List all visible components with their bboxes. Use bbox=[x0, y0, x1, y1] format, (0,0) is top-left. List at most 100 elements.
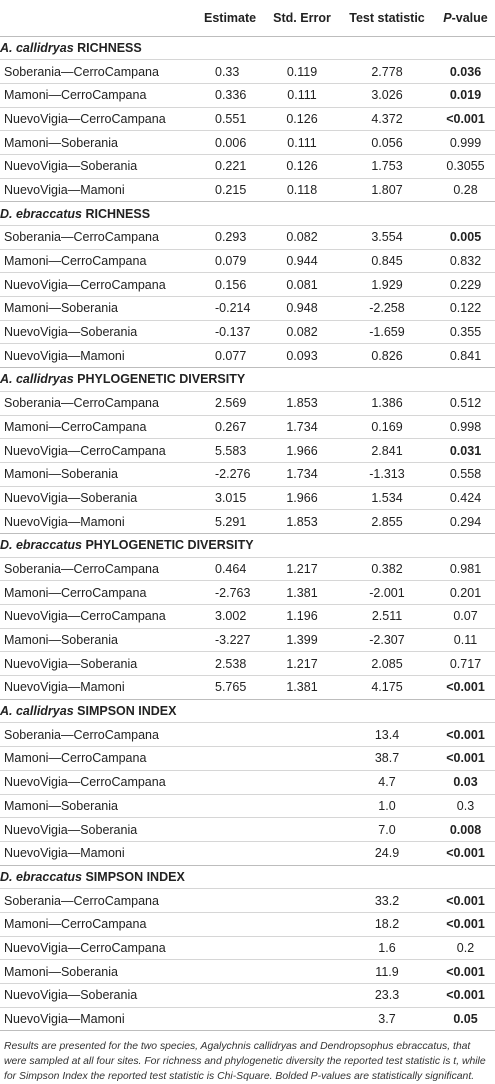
comparison-cell: NuevoVigia—Soberania bbox=[0, 153, 204, 179]
comparison-cell: Soberania—CerroCampana bbox=[0, 556, 204, 581]
test-statistic-cell: -2.001 bbox=[342, 580, 432, 605]
comparison-cell: NuevoVigia—Mamoni bbox=[0, 1006, 204, 1031]
comparison-cell: Soberania—CerroCampana bbox=[0, 390, 204, 415]
p-value-header-italic: P bbox=[443, 10, 452, 25]
comparison-cell: Soberania—CerroCampana bbox=[0, 722, 204, 747]
table-row: NuevoVigia—CerroCampana 0.551 0.126 4.372 <0… bbox=[0, 106, 495, 131]
estimate-cell bbox=[204, 746, 262, 771]
comparison-cell: Mamoni—CerroCampana bbox=[0, 911, 204, 937]
table-row: Mamoni—Soberania -3.227 1.399 -2.307 0.11 bbox=[0, 627, 495, 652]
estimate-cell: -0.137 bbox=[204, 319, 262, 344]
test-statistic-cell: 0.169 bbox=[342, 414, 432, 439]
p-value-cell: 0.005 bbox=[432, 225, 495, 250]
estimate-cell: -2.276 bbox=[204, 461, 262, 487]
comparison-cell: NuevoVigia—Soberania bbox=[0, 651, 204, 676]
table-row: Mamoni—Soberania 0.006 0.111 0.056 0.999 bbox=[0, 130, 495, 155]
section-species: A. callidryas bbox=[0, 704, 74, 719]
comparison-cell: NuevoVigia—Mamoni bbox=[0, 675, 204, 700]
test-statistic-cell: 11.9 bbox=[342, 959, 432, 984]
section-metric: PHYLOGENETIC DIVERSITY bbox=[85, 538, 254, 553]
std-error-cell bbox=[262, 840, 342, 866]
test-statistic-cell: 7.0 bbox=[342, 817, 432, 842]
section-species: D. ebraccatus bbox=[0, 869, 82, 884]
std-error-cell: 1.734 bbox=[262, 461, 342, 487]
comparison-cell: Mamoni—Soberania bbox=[0, 627, 204, 652]
section-header-row: A. callidryas PHYLOGENETIC DIVERSITY bbox=[0, 367, 495, 392]
std-error-cell: 1.217 bbox=[262, 651, 342, 676]
p-value-cell: 0.558 bbox=[432, 461, 495, 487]
test-statistic-cell: 0.845 bbox=[342, 248, 432, 273]
test-statistic-cell: 2.778 bbox=[342, 59, 432, 84]
table-row: Soberania—CerroCampana 33.2 <0.001 bbox=[0, 888, 495, 913]
comparison-cell: NuevoVigia—Soberania bbox=[0, 983, 204, 1008]
p-value-cell: 0.841 bbox=[432, 343, 495, 368]
test-statistic-cell: 0.056 bbox=[342, 130, 432, 155]
estimate-cell: 0.551 bbox=[204, 106, 262, 131]
p-value-cell: 0.424 bbox=[432, 485, 495, 510]
comparison-cell: Mamoni—CerroCampana bbox=[0, 82, 204, 108]
estimate-cell: 0.215 bbox=[204, 177, 262, 202]
comparison-cell: Soberania—CerroCampana bbox=[0, 59, 204, 84]
std-error-cell: 1.853 bbox=[262, 509, 342, 534]
std-error-cell bbox=[262, 817, 342, 842]
table-row: NuevoVigia—Mamoni 24.9 <0.001 bbox=[0, 840, 495, 866]
std-error-cell bbox=[262, 769, 342, 794]
p-value-cell: <0.001 bbox=[432, 746, 495, 771]
test-statistic-cell: 1.753 bbox=[342, 153, 432, 179]
std-error-cell bbox=[262, 983, 342, 1008]
section-metric: PHYLOGENETIC DIVERSITY bbox=[77, 372, 246, 387]
estimate-cell: 0.267 bbox=[204, 414, 262, 439]
test-statistic-cell: 2.085 bbox=[342, 651, 432, 676]
p-value-cell: 0.3055 bbox=[432, 153, 495, 179]
std-error-cell: 0.082 bbox=[262, 319, 342, 344]
comparison-cell: Mamoni—Soberania bbox=[0, 793, 204, 818]
test-statistic-cell: 1.0 bbox=[342, 793, 432, 818]
p-value-cell: <0.001 bbox=[432, 959, 495, 984]
test-statistic-cell: 23.3 bbox=[342, 983, 432, 1008]
table-row: NuevoVigia—CerroCampana 5.583 1.966 2.841 0.… bbox=[0, 438, 495, 463]
test-statistic-header: Test statistic bbox=[349, 10, 425, 25]
estimate-cell: 5.291 bbox=[204, 509, 262, 534]
section-metric: SIMPSON INDEX bbox=[77, 704, 177, 719]
comparison-cell: Soberania—CerroCampana bbox=[0, 225, 204, 250]
p-value-cell: 0.05 bbox=[432, 1006, 495, 1031]
p-value-header-rest: -value bbox=[451, 10, 488, 25]
section-title: D. ebraccatus RICHNESS bbox=[0, 201, 495, 226]
test-statistic-cell: 18.2 bbox=[342, 911, 432, 937]
results-table: Estimate Std. Error Test statistic P-val… bbox=[0, 0, 495, 1031]
std-error-cell: 0.119 bbox=[262, 59, 342, 84]
table-header-row: Estimate Std. Error Test statistic P-val… bbox=[0, 0, 495, 36]
section-header-row: D. ebraccatus SIMPSON INDEX bbox=[0, 864, 495, 889]
table-row: NuevoVigia—Soberania 3.015 1.966 1.534 0.424 bbox=[0, 485, 495, 510]
comparison-cell: NuevoVigia—CerroCampana bbox=[0, 438, 204, 463]
estimate-cell bbox=[204, 911, 262, 937]
comparison-cell: Mamoni—Soberania bbox=[0, 296, 204, 321]
section-header-row: A. callidryas RICHNESS bbox=[0, 35, 495, 60]
table-row: Mamoni—CerroCampana 0.267 1.734 0.169 0.998 bbox=[0, 414, 495, 439]
comparison-cell: Mamoni—Soberania bbox=[0, 461, 204, 487]
test-statistic-cell: 3.026 bbox=[342, 82, 432, 108]
estimate-cell: 3.002 bbox=[204, 604, 262, 629]
estimate-cell: -0.214 bbox=[204, 296, 262, 321]
comparison-cell: NuevoVigia—Mamoni bbox=[0, 343, 204, 368]
section-species: A. callidryas bbox=[0, 40, 74, 55]
section-title: D. ebraccatus SIMPSON INDEX bbox=[0, 864, 495, 889]
std-error-cell: 0.082 bbox=[262, 225, 342, 250]
p-value-cell: 0.11 bbox=[432, 627, 495, 652]
section-title: A. callidryas PHYLOGENETIC DIVERSITY bbox=[0, 367, 495, 392]
test-statistic-cell: 1.929 bbox=[342, 272, 432, 297]
p-value-cell: 0.036 bbox=[432, 59, 495, 84]
test-statistic-cell: 2.855 bbox=[342, 509, 432, 534]
table-row: NuevoVigia—CerroCampana 3.002 1.196 2.511 0.… bbox=[0, 604, 495, 629]
table-row: Mamoni—Soberania 11.9 <0.001 bbox=[0, 959, 495, 984]
table-footnote: Results are presented for the two specie… bbox=[0, 1030, 495, 1084]
test-statistic-cell: 4.7 bbox=[342, 769, 432, 794]
estimate-cell: 0.293 bbox=[204, 225, 262, 250]
table-row: NuevoVigia—Mamoni 5.291 1.853 2.855 0.294 bbox=[0, 509, 495, 534]
test-statistic-cell: 2.841 bbox=[342, 438, 432, 463]
table-row: Soberania—CerroCampana 13.4 <0.001 bbox=[0, 722, 495, 747]
p-value-cell: 0.019 bbox=[432, 82, 495, 108]
comparison-cell: Mamoni—Soberania bbox=[0, 130, 204, 155]
comparison-cell: Mamoni—CerroCampana bbox=[0, 414, 204, 439]
std-error-cell: 1.381 bbox=[262, 675, 342, 700]
